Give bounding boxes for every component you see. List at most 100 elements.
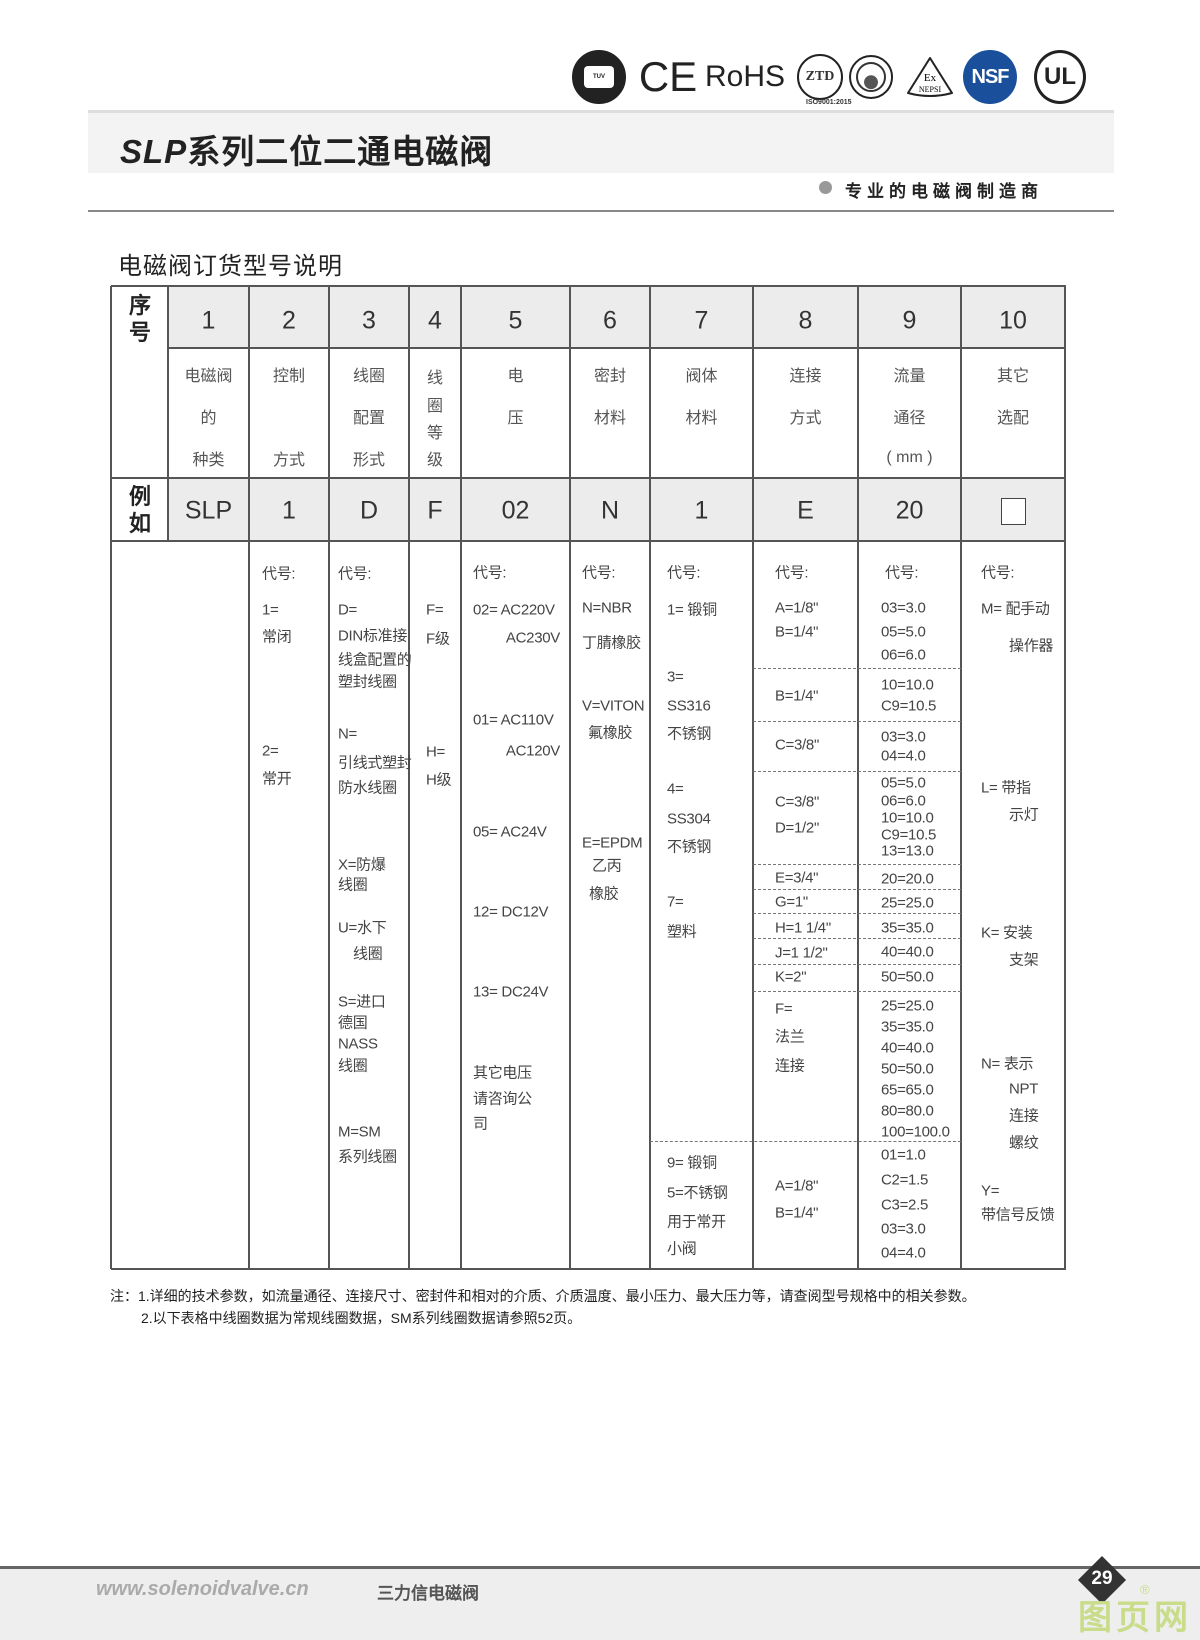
seq-label: 序号 (125, 292, 155, 346)
code-option-c9: C2=1.5 (881, 1171, 928, 1189)
code-option-c3: 代号: (338, 565, 372, 583)
dotted-separator (650, 1141, 961, 1142)
code-option-c7: 不锈钢 (667, 725, 712, 743)
ul-logo: UL (1034, 50, 1086, 104)
example-value: 1 (282, 496, 296, 525)
code-option-c8: B=1/4" (775, 1204, 819, 1222)
table-hline (111, 477, 1066, 479)
code-option-c3: NASS (338, 1035, 378, 1053)
code-option-c8: B=1/4" (775, 623, 819, 641)
code-option-c7: 不锈钢 (667, 838, 712, 856)
column-description: 材料 (593, 410, 627, 427)
example-value: E (797, 496, 814, 525)
column-description: 压 (507, 410, 524, 427)
code-option-c2: 常闭 (262, 628, 292, 646)
column-description: 种类 (192, 452, 225, 469)
code-option-c3: M=SM (338, 1123, 381, 1141)
code-option-c9: 35=35.0 (881, 1018, 934, 1036)
table-vline (569, 286, 571, 1269)
dotted-separator (753, 668, 961, 669)
table-vline (1064, 286, 1066, 1269)
code-option-c9: 35=35.0 (881, 919, 934, 937)
ce-logo: CE (638, 53, 698, 100)
code-option-c6: N=NBR (582, 599, 632, 617)
code-option-c3: 德国 (338, 1014, 368, 1032)
table-vline (857, 286, 859, 1269)
title-band (88, 110, 1114, 173)
example-value: N (600, 496, 620, 525)
column-description: ( mm ) (886, 449, 933, 466)
code-option-c8: A=1/8" (775, 1177, 819, 1195)
example-value: 02 (501, 496, 530, 525)
code-option-c7: 3= (667, 668, 684, 686)
registered-icon: ® (1140, 1582, 1150, 1597)
table-vline (649, 286, 651, 1269)
column-number: 3 (362, 306, 376, 335)
code-option-c10: NPT (1009, 1080, 1039, 1098)
column-description: 密封 (593, 368, 627, 385)
column-description: 配置 (352, 410, 386, 427)
header-divider (88, 210, 1114, 212)
code-option-c5: 05= AC24V (473, 823, 547, 841)
code-option-c10: N= 表示 (981, 1055, 1034, 1073)
code-option-c9: 06=6.0 (881, 792, 926, 810)
table-vline (460, 286, 462, 1269)
code-option-c9: 05=5.0 (881, 623, 926, 641)
code-option-c2: 代号: (262, 565, 296, 583)
example-label: 例如 (125, 483, 155, 537)
example-value: 20 (895, 496, 924, 525)
code-option-c7: 7= (667, 893, 684, 911)
code-option-c9: 40=40.0 (881, 943, 934, 961)
code-option-c9: 25=25.0 (881, 997, 934, 1015)
code-option-c9: C9=10.5 (881, 697, 937, 715)
svg-text:Ex: Ex (924, 72, 937, 84)
code-option-c5: AC230V (505, 629, 560, 647)
code-option-c8: B=1/4" (775, 687, 819, 705)
code-option-c5: 13= DC24V (473, 983, 549, 1001)
code-option-c9: 04=4.0 (881, 747, 926, 765)
code-option-c10: 连接 (1009, 1107, 1039, 1125)
example-value: F (427, 496, 443, 525)
code-option-c5: 其它电压 (473, 1064, 532, 1082)
code-option-c9: 04=4.0 (881, 1244, 926, 1262)
code-option-c10: K= 安装 (981, 924, 1033, 942)
code-option-c3: D= (338, 601, 357, 619)
dotted-separator (753, 938, 961, 939)
code-option-c3: U=水下 (338, 919, 387, 937)
code-option-c9: 80=80.0 (881, 1102, 934, 1120)
column-number: 5 (508, 306, 523, 335)
column-description: 方式 (789, 410, 822, 427)
code-option-c8: 连接 (775, 1057, 805, 1075)
code-option-c9: 50=50.0 (881, 1060, 934, 1078)
page-number: 29 (1091, 1568, 1113, 1589)
code-option-c9: 40=40.0 (881, 1039, 934, 1057)
column-description: 流量 (893, 368, 926, 385)
code-option-c7: SS316 (667, 697, 711, 715)
table-vline (960, 286, 962, 1269)
column-description: 材料 (685, 410, 718, 427)
code-option-c8: K=2" (775, 968, 807, 986)
code-option-c8: H=1 1/4" (775, 919, 831, 937)
code-option-c8: E=3/4" (775, 869, 819, 887)
column-description: 电 (507, 368, 524, 385)
code-option-c5: 请咨询公 (473, 1090, 532, 1108)
column-number: 2 (282, 306, 296, 335)
code-option-c2: 2= (262, 742, 279, 760)
certification-seal-icon (849, 55, 893, 99)
dotted-separator (753, 721, 961, 722)
column-description: 电磁阀 (184, 368, 233, 385)
table-hline (111, 540, 1066, 542)
code-option-c7: SS304 (667, 810, 711, 828)
website-link[interactable]: www.solenoidvalve.cn (96, 1578, 309, 1600)
code-option-c10: 带信号反馈 (981, 1206, 1055, 1224)
code-option-c3: 系列线圈 (338, 1148, 397, 1166)
table-hline (168, 347, 1066, 349)
code-option-c5: 司 (473, 1115, 488, 1133)
code-option-c8: 代号: (775, 564, 809, 582)
code-option-c4: H级 (426, 771, 452, 789)
column-description: 圈 (426, 398, 444, 415)
code-option-c9: C9=10.5 (881, 826, 937, 844)
code-option-c3: N= (338, 725, 357, 743)
code-option-c9: 100=100.0 (881, 1123, 950, 1141)
column-description: 形式 (352, 452, 386, 469)
